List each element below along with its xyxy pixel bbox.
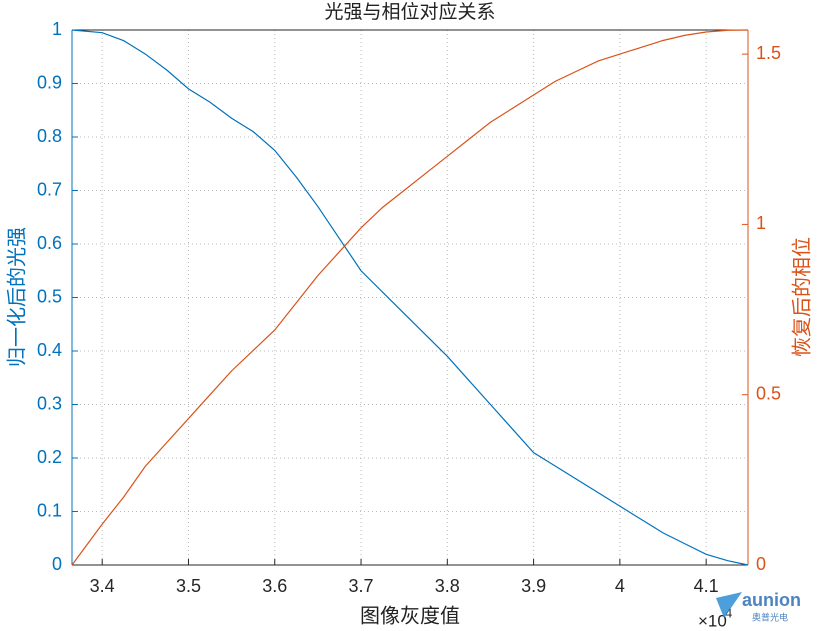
x-axis-label: 图像灰度值	[360, 604, 460, 628]
y2-tick-label: 1	[756, 213, 766, 233]
x-tick-label: 4.1	[694, 576, 719, 596]
data-line	[71, 29, 749, 566]
x-tick-label: 4	[615, 576, 625, 596]
y-tick-label: 0.3	[37, 393, 62, 413]
y-tick-label: 0.7	[37, 179, 62, 199]
chart-title: 光强与相位对应关系	[324, 1, 495, 23]
y-tick-label: 0.9	[37, 72, 62, 92]
y-tick-label: 0.8	[37, 126, 62, 146]
x-tick-label: 3.5	[176, 576, 201, 596]
y2-tick-label: 1.5	[756, 43, 781, 63]
x-exponent-base: ×10	[698, 611, 727, 630]
y2-axis-label: 恢复后的相位	[790, 237, 814, 357]
y-tick-label: 0.1	[37, 500, 62, 520]
y-tick-label: 0.6	[37, 233, 62, 253]
y-tick-label: 1	[52, 19, 62, 39]
watermark-icon	[716, 592, 742, 618]
watermark-logo: aunion	[742, 590, 801, 610]
x-tick-label: 3.7	[349, 576, 374, 596]
x-exponent-power: 4	[725, 605, 732, 620]
y-axis-label: 归一化后的光强	[5, 227, 29, 367]
x-tick-label: 3.4	[90, 576, 115, 596]
x-tick-label: 3.6	[262, 576, 287, 596]
watermark-caption: 奥普光电	[752, 611, 788, 622]
watermark: aunion 奥普光电	[716, 590, 801, 622]
data-line	[71, 29, 749, 566]
y-tick-label: 0	[52, 554, 62, 574]
y-tick-label: 0.5	[37, 286, 62, 306]
y-tick-label: 0.2	[37, 447, 62, 467]
y2-tick-label: 0	[756, 554, 766, 574]
y-tick-label: 0.4	[37, 340, 62, 360]
x-tick-label: 3.8	[435, 576, 460, 596]
x-tick-label: 3.9	[521, 576, 546, 596]
y2-tick-label: 0.5	[756, 383, 781, 403]
